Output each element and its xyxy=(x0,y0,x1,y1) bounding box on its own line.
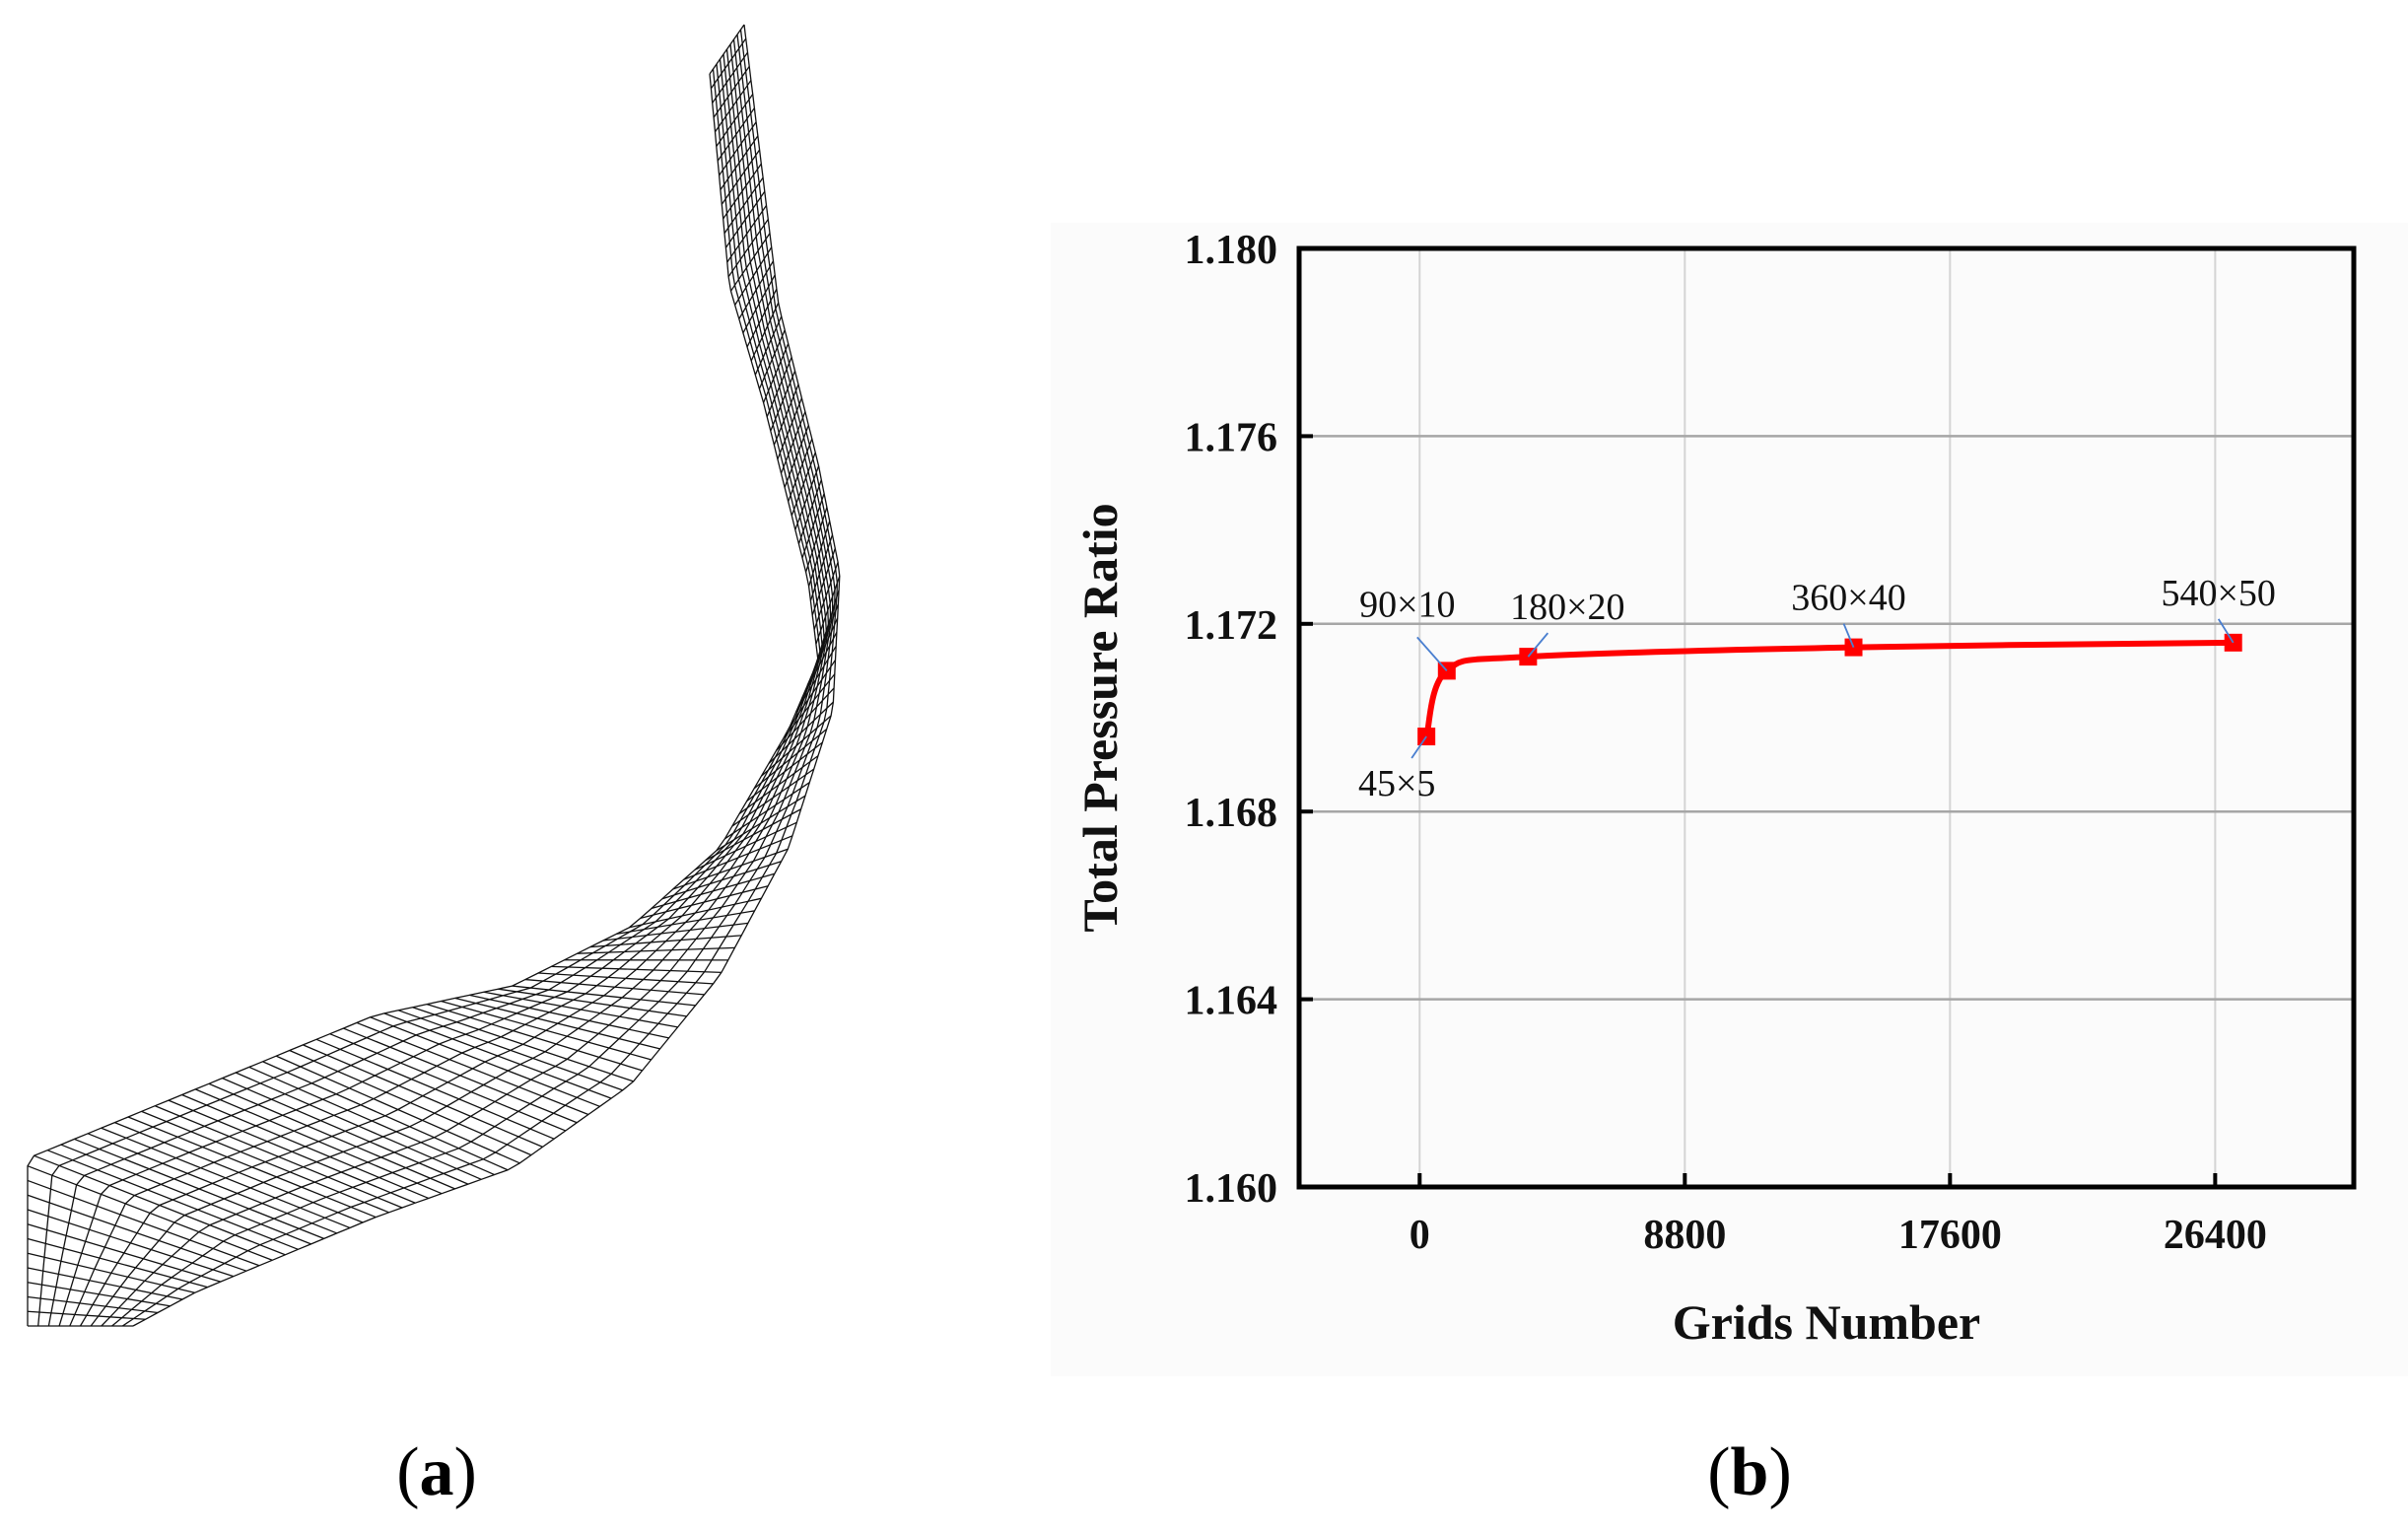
y-tick-label: 1.172 xyxy=(1185,603,1278,649)
y-tick-label: 1.176 xyxy=(1185,415,1278,460)
data-point-label: 45×5 xyxy=(1358,763,1435,804)
data-point-label: 360×40 xyxy=(1791,578,1905,619)
line-chart: 0 8800 17600 26400 1.160 1.164 1.168 1.172 1.176… xyxy=(1072,228,2357,1350)
panel-a-caption: (a) xyxy=(396,1434,477,1510)
mesh-streamwise-line xyxy=(69,53,827,1327)
point-label-leader xyxy=(1410,735,1427,759)
mesh-streamwise-line xyxy=(90,43,832,1327)
y-tick-label: 1.180 xyxy=(1185,228,1278,273)
y-tick-label: 1.168 xyxy=(1185,791,1278,836)
chart-panel-background xyxy=(1051,223,2408,1376)
mesh-streamwise-line xyxy=(47,63,823,1327)
mesh-streamwise-line xyxy=(58,58,825,1327)
y-axis-label: Total Pressure Ratio xyxy=(1072,503,1128,932)
caption-a-letter: a xyxy=(420,1434,454,1510)
mesh-streamwise-line xyxy=(121,29,839,1327)
y-tick-label: 1.160 xyxy=(1185,1166,1278,1212)
data-point-label: 540×50 xyxy=(2161,573,2275,614)
mesh-streamwise-line xyxy=(132,24,841,1327)
x-tick-label: 8800 xyxy=(1643,1213,1726,1258)
point-label-leader xyxy=(1527,632,1549,658)
point-label-leader xyxy=(2217,618,2235,644)
chart-tick-labels: 0 8800 17600 26400 1.160 1.164 1.168 1.172 1.176… xyxy=(1185,228,2267,1258)
x-tick-label: 17600 xyxy=(1898,1213,2002,1258)
mesh-streamwise-line xyxy=(37,68,821,1327)
x-tick-label: 26400 xyxy=(2164,1213,2267,1258)
mesh-streamwise-line xyxy=(79,48,830,1327)
caption-b-close: ) xyxy=(1768,1434,1791,1510)
panel-b-caption: (b) xyxy=(1707,1434,1792,1510)
chart-point-labels: 45×5 90×10 180×20 360×40 540×50 xyxy=(1358,573,2276,804)
mesh-grid-drawing xyxy=(27,24,841,1327)
point-label-leader xyxy=(1416,636,1448,671)
point-label-leader xyxy=(1842,623,1855,648)
y-tick-label: 1.164 xyxy=(1185,979,1278,1024)
caption-b-open: ( xyxy=(1707,1434,1730,1510)
mesh-streamwise-line xyxy=(101,38,834,1327)
mesh-streamwise-line xyxy=(27,73,819,1326)
caption-b-letter: b xyxy=(1731,1434,1769,1510)
mesh-streamwise-line xyxy=(111,34,836,1327)
x-axis-label: Grids Number xyxy=(1673,1294,1981,1350)
x-tick-label: 0 xyxy=(1410,1213,1430,1258)
caption-a-close: ) xyxy=(454,1434,477,1510)
data-point-label: 90×10 xyxy=(1359,584,1455,625)
plot-area-frame xyxy=(1296,245,2357,1190)
caption-a-open: ( xyxy=(396,1434,419,1510)
data-point-label: 180×20 xyxy=(1510,587,1624,628)
